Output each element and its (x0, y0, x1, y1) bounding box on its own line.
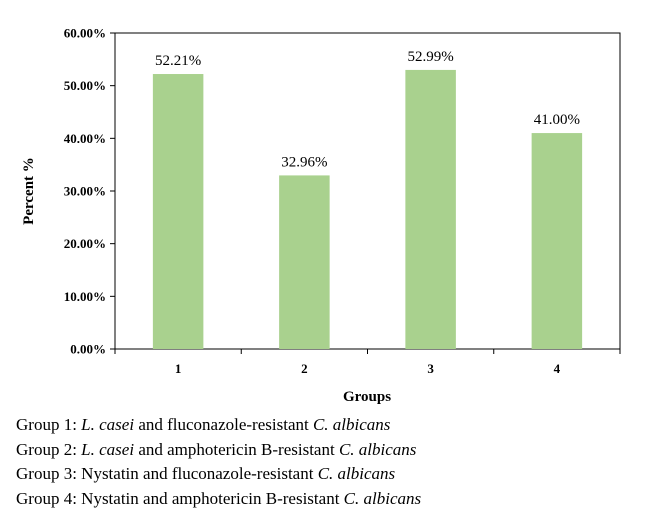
caption-group-1: Group 1: L. casei and fluconazole-resist… (16, 415, 391, 434)
group-captions: Group 1: L. casei and fluconazole-resist… (16, 413, 421, 511)
y-tick-label: 50.00% (64, 78, 106, 93)
x-tick-label: 2 (301, 361, 308, 376)
x-tick-label: 4 (554, 361, 561, 376)
data-label-group-2: 32.96% (281, 154, 327, 170)
data-label-group-1: 52.21% (155, 53, 201, 69)
y-axis-title: Percent % (21, 157, 37, 225)
caption-group-4: Group 4: Nystatin and amphotericin B-res… (16, 488, 422, 508)
data-label-group-3: 52.99% (408, 49, 454, 65)
caption-group-2: Group 2: L. casei and amphotericin B-res… (16, 439, 417, 459)
y-tick-label: 0.00% (70, 342, 106, 357)
bar-group-2 (279, 175, 330, 349)
caption-group-3: Group 3: Nystatin and fluconazole-resist… (16, 464, 396, 483)
y-axis: 0.00% 10.00% 20.00% 30.00% 40.00% 50.00% 60.00… (64, 26, 115, 357)
x-tick-label: 1 (175, 361, 182, 376)
bar-group-3 (405, 69, 456, 349)
x-axis: 1 2 3 4 (114, 349, 621, 376)
y-tick-label: 20.00% (64, 236, 106, 251)
bar-series (152, 69, 583, 349)
y-tick-label: 40.00% (64, 131, 106, 146)
x-tick-label: 3 (427, 361, 434, 376)
y-tick-label: 60.00% (64, 26, 106, 41)
bar-group-1 (152, 74, 204, 349)
x-axis-title: Groups (343, 389, 391, 405)
data-label-group-4: 41.00% (534, 112, 580, 128)
bar-chart: 0.00% 10.00% 20.00% 30.00% 40.00% 50.00% 60.00… (21, 26, 621, 405)
y-tick-label: 30.00% (64, 184, 106, 199)
bar-group-4 (531, 133, 583, 349)
y-tick-label: 10.00% (64, 289, 106, 304)
data-labels: 52.21% 32.96% 52.99% 41.00% (155, 49, 580, 170)
